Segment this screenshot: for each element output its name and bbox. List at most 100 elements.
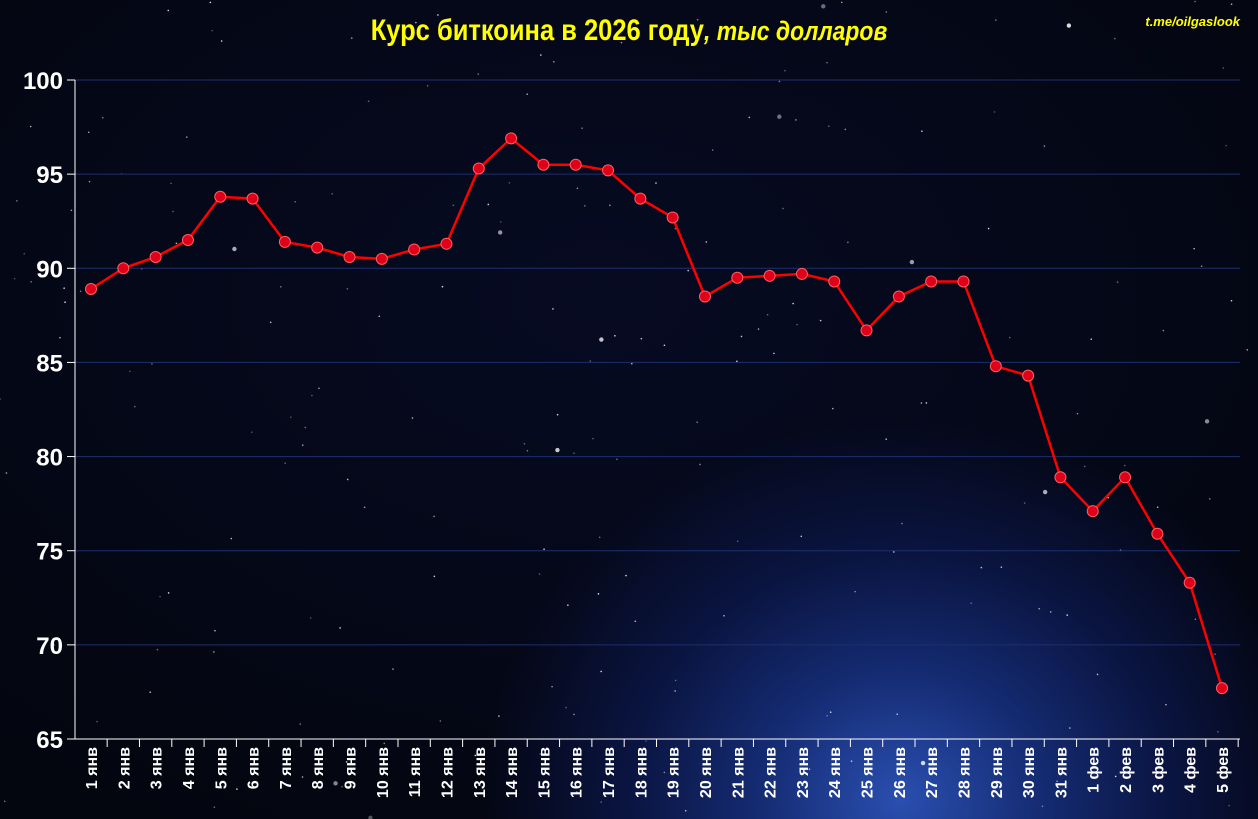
star bbox=[5, 472, 8, 474]
star bbox=[433, 575, 436, 578]
star bbox=[331, 193, 333, 195]
star bbox=[64, 301, 66, 304]
star bbox=[214, 629, 216, 632]
x-tick-label: 12 янв bbox=[439, 747, 456, 798]
x-tick-label: 31 янв bbox=[1053, 747, 1070, 798]
star bbox=[980, 566, 983, 569]
star bbox=[555, 447, 560, 453]
x-tick-label: 3 фев bbox=[1150, 747, 1167, 793]
star bbox=[828, 125, 830, 128]
star bbox=[367, 100, 370, 103]
x-tick-label: 15 янв bbox=[536, 747, 553, 798]
star bbox=[250, 431, 253, 433]
star bbox=[581, 127, 583, 130]
star bbox=[543, 548, 545, 550]
star bbox=[674, 679, 677, 682]
star bbox=[711, 149, 714, 151]
star bbox=[339, 627, 341, 629]
star bbox=[847, 241, 849, 244]
star bbox=[441, 285, 444, 288]
star bbox=[290, 416, 292, 418]
star bbox=[826, 61, 828, 64]
star bbox=[782, 207, 784, 210]
star bbox=[795, 119, 797, 121]
star bbox=[634, 620, 637, 623]
star bbox=[625, 574, 627, 577]
star bbox=[133, 405, 136, 408]
star bbox=[577, 759, 580, 762]
star bbox=[600, 670, 602, 673]
star bbox=[620, 41, 623, 44]
star bbox=[23, 252, 26, 255]
star bbox=[609, 204, 611, 207]
star bbox=[539, 753, 542, 755]
star bbox=[1204, 419, 1210, 424]
star bbox=[1096, 673, 1099, 676]
star bbox=[800, 535, 803, 538]
star bbox=[411, 417, 414, 419]
star bbox=[185, 136, 188, 138]
star bbox=[213, 651, 215, 653]
star bbox=[896, 713, 899, 716]
x-tick-label: 14 янв bbox=[504, 747, 521, 798]
star bbox=[96, 720, 98, 723]
star bbox=[211, 29, 213, 32]
x-tick-label: 28 янв bbox=[956, 747, 973, 798]
star bbox=[684, 809, 687, 812]
star bbox=[341, 785, 343, 788]
data-point bbox=[698, 290, 711, 303]
star bbox=[553, 60, 555, 63]
star bbox=[301, 444, 304, 446]
star bbox=[477, 73, 480, 75]
data-point bbox=[375, 252, 388, 265]
star bbox=[826, 715, 828, 717]
x-tick-label: 18 янв bbox=[633, 747, 650, 798]
star bbox=[1066, 23, 1072, 28]
star bbox=[784, 69, 786, 72]
star bbox=[699, 463, 701, 466]
star bbox=[740, 335, 743, 338]
star bbox=[318, 387, 320, 390]
star bbox=[439, 720, 442, 722]
star bbox=[1049, 611, 1052, 613]
data-point bbox=[1086, 505, 1099, 518]
y-tick-label: 65 bbox=[36, 727, 63, 754]
star bbox=[575, 791, 578, 793]
star bbox=[285, 773, 287, 775]
star bbox=[1114, 775, 1117, 778]
star bbox=[1066, 614, 1069, 616]
star bbox=[1230, 3, 1233, 6]
x-tick-label: 2 янв bbox=[116, 747, 133, 789]
star bbox=[565, 706, 567, 709]
star bbox=[230, 537, 233, 540]
star bbox=[1083, 465, 1086, 468]
chart-subtitle: , тыс долларов bbox=[703, 16, 888, 46]
star bbox=[70, 209, 73, 212]
star bbox=[220, 40, 223, 42]
star bbox=[599, 337, 604, 342]
star bbox=[301, 776, 304, 778]
x-tick-label: 17 янв bbox=[601, 747, 618, 798]
star bbox=[346, 478, 349, 481]
x-tick-label: 4 янв bbox=[181, 747, 198, 789]
x-tick-label: 7 янв bbox=[278, 747, 295, 789]
watermark: t.me/oilgaslook bbox=[1145, 14, 1240, 29]
star bbox=[589, 360, 592, 362]
x-tick-label: 13 янв bbox=[472, 747, 489, 798]
x-tick-label: 19 янв bbox=[666, 747, 683, 798]
star bbox=[232, 246, 237, 252]
y-tick-label: 85 bbox=[36, 350, 63, 377]
x-tick-label: 2 фев bbox=[1118, 747, 1135, 793]
data-point bbox=[246, 192, 259, 205]
star bbox=[1217, 730, 1219, 733]
chart-title: Курс биткоина в 2026 году, тыс долларов bbox=[370, 14, 888, 47]
series-line bbox=[90, 136, 1224, 689]
data-point bbox=[828, 275, 841, 288]
x-tick-label: 22 янв bbox=[763, 747, 780, 798]
star bbox=[885, 438, 888, 440]
star bbox=[437, 14, 439, 16]
star bbox=[616, 458, 618, 461]
star bbox=[970, 602, 972, 604]
star bbox=[674, 690, 676, 692]
